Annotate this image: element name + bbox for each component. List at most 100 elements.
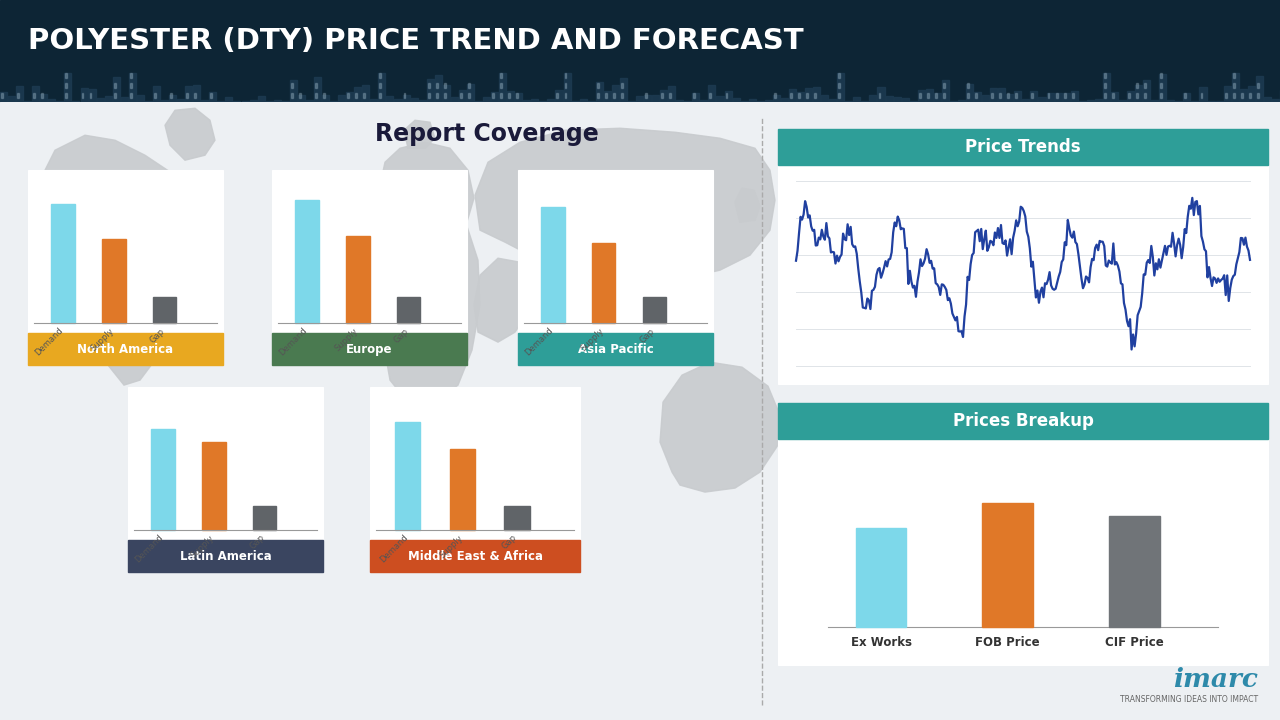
Polygon shape bbox=[475, 128, 774, 280]
Text: imarc: imarc bbox=[1174, 667, 1258, 692]
Bar bbox=[1007, 93, 1009, 98]
Bar bbox=[500, 73, 502, 78]
Bar bbox=[323, 93, 325, 98]
Bar bbox=[41, 93, 44, 98]
Bar bbox=[669, 93, 671, 98]
Text: Gap: Gap bbox=[639, 326, 657, 345]
Bar bbox=[356, 93, 357, 98]
Bar bbox=[564, 93, 567, 98]
Bar bbox=[1137, 93, 1138, 98]
Bar bbox=[788, 89, 796, 102]
Bar bbox=[444, 83, 445, 88]
Bar bbox=[315, 83, 317, 88]
Bar bbox=[837, 73, 845, 102]
Bar bbox=[468, 83, 470, 88]
Bar bbox=[492, 93, 494, 98]
Bar bbox=[17, 93, 19, 98]
Text: Demand: Demand bbox=[33, 326, 65, 358]
Bar bbox=[773, 95, 780, 102]
Bar bbox=[1257, 93, 1258, 98]
Bar bbox=[426, 78, 434, 102]
Bar bbox=[1233, 73, 1235, 78]
Text: Demand: Demand bbox=[133, 533, 165, 564]
Bar bbox=[129, 93, 132, 98]
Bar bbox=[595, 82, 603, 102]
Bar bbox=[1137, 83, 1138, 88]
Bar bbox=[732, 98, 740, 102]
Bar bbox=[778, 403, 1268, 439]
Bar bbox=[612, 86, 618, 102]
Bar bbox=[1128, 93, 1130, 98]
Bar bbox=[449, 449, 475, 530]
Text: Asia Pacific: Asia Pacific bbox=[577, 343, 653, 356]
Bar bbox=[362, 85, 370, 102]
Bar bbox=[428, 93, 430, 98]
Bar bbox=[346, 92, 353, 102]
Bar bbox=[1128, 91, 1134, 102]
Bar bbox=[901, 99, 909, 102]
Bar bbox=[51, 204, 74, 323]
Bar bbox=[210, 93, 212, 98]
Text: Supply: Supply bbox=[579, 326, 605, 353]
Bar bbox=[315, 93, 317, 98]
Text: North America: North America bbox=[77, 343, 174, 356]
Bar bbox=[483, 97, 490, 102]
Bar bbox=[298, 94, 305, 102]
Bar bbox=[291, 83, 293, 88]
Bar bbox=[1103, 83, 1106, 88]
Bar bbox=[790, 93, 792, 98]
Bar bbox=[1015, 93, 1018, 98]
Bar bbox=[620, 78, 627, 102]
Bar bbox=[1070, 91, 1078, 102]
Bar bbox=[451, 96, 458, 102]
Bar bbox=[177, 99, 184, 102]
Text: Gap: Gap bbox=[248, 533, 266, 552]
Bar bbox=[927, 93, 929, 98]
Bar bbox=[411, 98, 417, 102]
Bar bbox=[838, 83, 840, 88]
Bar bbox=[596, 83, 599, 88]
Bar bbox=[838, 73, 840, 78]
Bar bbox=[822, 95, 828, 102]
Bar bbox=[40, 94, 47, 102]
Bar bbox=[129, 73, 136, 102]
Bar bbox=[644, 94, 652, 102]
Bar bbox=[805, 88, 812, 102]
Bar bbox=[161, 100, 168, 102]
Bar bbox=[1103, 73, 1110, 102]
Polygon shape bbox=[660, 362, 780, 492]
Bar bbox=[778, 129, 1268, 384]
Bar bbox=[1233, 83, 1235, 88]
Bar bbox=[102, 239, 125, 323]
Bar bbox=[273, 333, 467, 365]
Bar bbox=[1014, 91, 1021, 102]
Bar bbox=[806, 93, 808, 98]
Bar bbox=[694, 93, 695, 98]
Bar bbox=[403, 93, 406, 98]
Bar bbox=[443, 85, 449, 102]
Bar bbox=[435, 93, 438, 98]
Bar bbox=[829, 99, 836, 102]
Bar bbox=[778, 403, 1268, 665]
Bar bbox=[518, 170, 713, 333]
Bar bbox=[878, 86, 884, 102]
Text: Demand: Demand bbox=[278, 326, 308, 358]
Bar bbox=[966, 84, 973, 102]
Bar bbox=[968, 83, 969, 88]
Polygon shape bbox=[381, 205, 480, 405]
Bar bbox=[1231, 73, 1239, 102]
Bar bbox=[756, 101, 764, 102]
Text: Demand: Demand bbox=[524, 326, 556, 358]
Bar bbox=[778, 129, 1268, 165]
Bar bbox=[975, 93, 977, 98]
Text: Supply: Supply bbox=[90, 326, 115, 353]
Bar bbox=[539, 101, 547, 102]
Bar bbox=[296, 200, 319, 323]
Bar bbox=[1038, 97, 1046, 102]
Bar bbox=[152, 297, 177, 323]
Text: Gap: Gap bbox=[392, 326, 411, 345]
Bar bbox=[468, 93, 470, 98]
Bar bbox=[129, 73, 132, 78]
Bar bbox=[202, 442, 225, 530]
Bar bbox=[749, 99, 755, 102]
